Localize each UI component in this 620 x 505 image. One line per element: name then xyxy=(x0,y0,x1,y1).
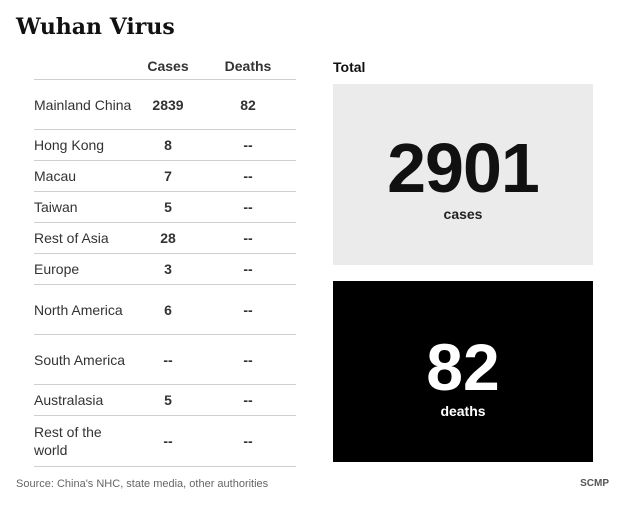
page-title: Wuhan Virus xyxy=(16,14,175,40)
total-cases-box: 2901 cases xyxy=(333,84,593,265)
total-label: Total xyxy=(333,59,366,75)
region-label: Hong Kong xyxy=(34,137,105,153)
cases-cell: 5 xyxy=(164,392,172,408)
region-label: Taiwan xyxy=(34,199,78,215)
total-cases-unit: cases xyxy=(443,206,483,222)
table-body: Mainland China 2839 82 Hong Kong 8 -- Macau 7 --… xyxy=(34,80,296,467)
table-row: Taiwan 5 -- xyxy=(34,192,296,223)
region-label: Rest of Asia xyxy=(34,230,109,246)
deaths-cell: 82 xyxy=(240,96,256,113)
table-row: Rest of Asia 28 -- xyxy=(34,223,296,254)
region-label: Australasia xyxy=(34,392,104,408)
table-row: South America -- -- xyxy=(34,335,296,385)
deaths-cell: -- xyxy=(243,199,253,215)
cases-cell: 28 xyxy=(160,230,176,246)
region-label: South America xyxy=(34,351,126,368)
deaths-cell: -- xyxy=(243,433,253,449)
deaths-cell: -- xyxy=(243,351,253,368)
cases-cell: 8 xyxy=(164,137,172,153)
cases-cell: 3 xyxy=(164,261,172,277)
total-cases-value: 2901 xyxy=(387,129,540,207)
cases-cell: 5 xyxy=(164,199,172,215)
column-header-cases: Cases xyxy=(147,58,189,74)
cases-cell: 7 xyxy=(164,168,172,184)
region-label: Mainland China xyxy=(34,96,132,113)
table-row: Australasia 5 -- xyxy=(34,385,296,416)
credit-label: SCMP xyxy=(580,478,609,489)
region-label: North America xyxy=(34,301,123,318)
cases-table: Cases Deaths Mainland China 2839 82 Hong Ko… xyxy=(34,54,296,467)
cases-cell: 6 xyxy=(164,301,172,318)
total-deaths-unit: deaths xyxy=(440,403,486,419)
deaths-cell: -- xyxy=(243,137,253,153)
table-row: Hong Kong 8 -- xyxy=(34,130,296,161)
cases-cell: 2839 xyxy=(152,96,184,113)
cases-cell: -- xyxy=(163,351,173,368)
region-label: Rest of the world xyxy=(34,424,102,458)
table-row: Europe 3 -- xyxy=(34,254,296,285)
deaths-cell: -- xyxy=(243,392,253,408)
cases-cell: -- xyxy=(163,433,173,449)
total-deaths-value: 82 xyxy=(426,330,500,404)
table-row: North America 6 -- xyxy=(34,285,296,335)
deaths-cell: -- xyxy=(243,261,253,277)
region-label: Macau xyxy=(34,168,77,184)
deaths-cell: -- xyxy=(243,168,253,184)
table-header: Cases Deaths xyxy=(34,54,296,80)
column-header-deaths: Deaths xyxy=(224,58,272,74)
table-row: Mainland China 2839 82 xyxy=(34,80,296,130)
deaths-cell: -- xyxy=(243,230,253,246)
table-row: Rest of the world -- -- xyxy=(34,416,296,467)
table-row: Macau 7 -- xyxy=(34,161,296,192)
source-note: Source: China's NHC, state media, other … xyxy=(16,478,269,490)
total-deaths-box: 82 deaths xyxy=(333,281,593,462)
deaths-cell: -- xyxy=(243,301,253,318)
region-label: Europe xyxy=(34,261,80,277)
